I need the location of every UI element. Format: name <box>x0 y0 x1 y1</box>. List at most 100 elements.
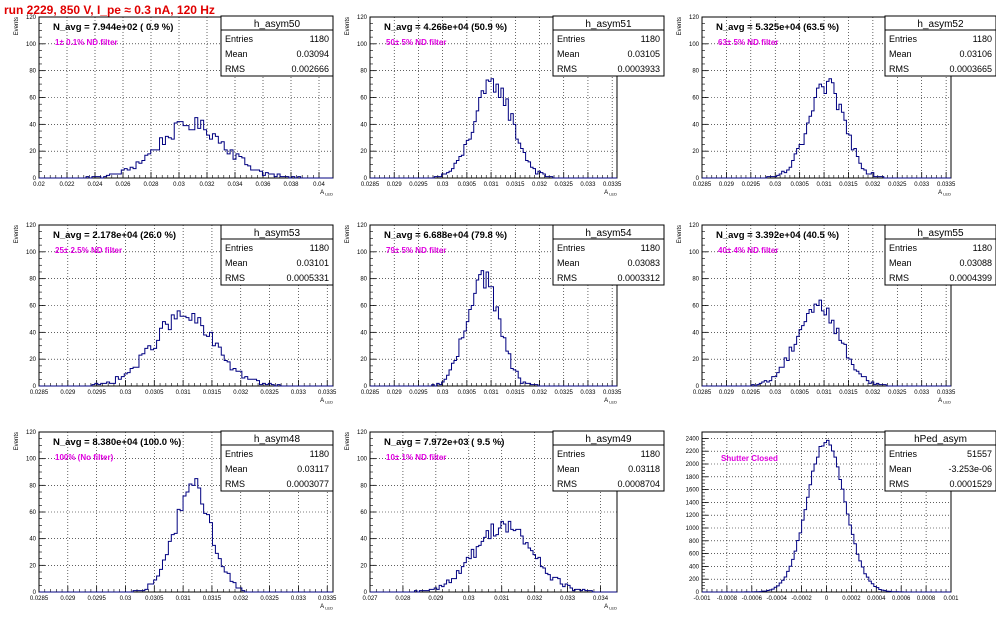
stat-label-mean: Mean <box>889 464 912 474</box>
y-tick-label: 400 <box>689 564 700 570</box>
stat-value-rms: 0.0003077 <box>286 479 329 489</box>
x-tick-label: 0.03 <box>437 390 449 396</box>
y-tick-label: 0 <box>364 176 368 182</box>
stat-box-name: hPed_asym <box>914 434 967 445</box>
histogram-line <box>702 439 951 593</box>
x-tick-label: 0.0325 <box>555 390 574 396</box>
x-tick-label: 0.0285 <box>693 390 712 396</box>
y-tick-label: 0 <box>33 176 37 182</box>
y-tick-label: 120 <box>357 15 368 21</box>
y-tick-label: 20 <box>29 563 36 569</box>
x-tick-label: 0.032 <box>865 182 881 188</box>
stat-value-rms: 0.0001529 <box>949 479 992 489</box>
y-tick-label: 40 <box>360 330 367 336</box>
y-tick-label: 40 <box>692 330 699 336</box>
x-tick-label: -0.0002 <box>791 596 812 602</box>
x-tick-label: 0.029 <box>387 390 403 396</box>
x-tick-label: 0.028 <box>395 596 411 602</box>
x-tick-label: 0.0285 <box>30 596 49 602</box>
x-axis-title: A LED <box>320 190 333 197</box>
histogram-panel-h_asym52: 0.0285 0.029 0.0295 0.03 0.0305 0.031 0.0315 0.… <box>677 15 996 197</box>
x-axis-title: A LED <box>604 398 617 405</box>
stat-value-entries: 1180 <box>973 243 992 253</box>
x-tick-label: 0.0002 <box>842 596 861 602</box>
stat-value-mean: 0.03083 <box>627 258 660 268</box>
x-tick-label: 0.029 <box>719 390 735 396</box>
stat-value-mean: 0.03117 <box>297 464 329 474</box>
x-tick-label: 0.0295 <box>742 390 761 396</box>
x-tick-label: 0.033 <box>580 182 596 188</box>
histogram-title: N_avg = 7.972e+03 ( 9.5 %) <box>384 437 504 448</box>
x-tick-label: 0.031 <box>817 182 833 188</box>
histogram-panel-hPed_asym: -0.001 -0.0008 -0.0006 -0.0004 -0.0002 0 0.000… <box>686 430 996 602</box>
y-tick-label: 800 <box>689 539 700 545</box>
stat-value-rms: 0.0004399 <box>949 273 992 283</box>
y-tick-label: 60 <box>692 304 699 310</box>
stat-label-rms: RMS <box>889 64 909 74</box>
histogram-title: N_avg = 7.944e+02 ( 0.9 %) <box>53 22 173 33</box>
x-tick-label: 0.032 <box>233 390 249 396</box>
stat-label-entries: Entries <box>225 449 254 459</box>
filter-annotation: Shutter Closed <box>721 454 778 463</box>
x-tick-label: 0.032 <box>532 182 548 188</box>
y-tick-label: 120 <box>689 223 700 229</box>
y-tick-label: 0 <box>696 590 700 596</box>
stat-box-name: h_asym54 <box>585 228 632 239</box>
y-tick-label: 80 <box>692 277 699 283</box>
stat-label-entries: Entries <box>225 34 254 44</box>
x-tick-label: 0.032 <box>199 182 215 188</box>
x-tick-label: 0.036 <box>255 182 271 188</box>
y-tick-label: 100 <box>357 42 368 48</box>
x-tick-label: 0.0285 <box>361 390 380 396</box>
y-tick-label: 60 <box>29 304 36 310</box>
x-tick-label: 0.0325 <box>888 390 907 396</box>
filter-annotation: 1± 0.1% ND filter <box>55 38 118 47</box>
histogram-title: N_avg = 3.392e+04 (40.5 %) <box>716 230 839 241</box>
y-axis-title: Events <box>677 225 683 243</box>
stat-value-entries: 1180 <box>641 243 660 253</box>
x-tick-label: 0.033 <box>291 390 307 396</box>
stat-label-entries: Entries <box>889 449 918 459</box>
x-tick-label: 0.0295 <box>742 182 761 188</box>
y-tick-label: 80 <box>29 483 36 489</box>
y-tick-label: 80 <box>692 69 699 75</box>
histogram-title: N_avg = 2.178e+04 (26.0 %) <box>53 230 176 241</box>
stat-box <box>884 15 996 77</box>
stat-value-rms: 0.0003312 <box>617 273 660 283</box>
stat-value-rms: 0.0003665 <box>949 64 992 74</box>
x-axis-title: A LED <box>938 398 951 405</box>
x-tick-label: 0.031 <box>176 390 192 396</box>
stat-label-mean: Mean <box>557 464 580 474</box>
y-axis-title: Events <box>345 17 351 35</box>
x-tick-label: 0.031 <box>176 596 192 602</box>
stat-box <box>220 15 334 77</box>
stat-box-name: h_asym50 <box>254 19 301 30</box>
stat-box-name: h_asym49 <box>585 434 632 445</box>
y-tick-label: 0 <box>696 384 700 390</box>
histogram-line <box>370 78 617 179</box>
x-tick-label: 0.024 <box>87 182 103 188</box>
y-tick-label: 60 <box>29 510 36 516</box>
x-tick-label: 0.0004 <box>867 596 886 602</box>
x-tick-label: 0.03 <box>120 596 132 602</box>
x-tick-label: 0.04 <box>313 182 325 188</box>
stat-label-mean: Mean <box>225 258 248 268</box>
y-tick-label: 40 <box>29 122 36 128</box>
y-tick-label: 20 <box>692 149 699 155</box>
histogram-line <box>370 270 617 387</box>
x-tick-label: 0.029 <box>428 596 444 602</box>
x-tick-label: 0.0305 <box>790 182 809 188</box>
stat-label-mean: Mean <box>557 49 580 59</box>
y-tick-label: 2200 <box>686 449 700 455</box>
x-tick-label: 0.031 <box>817 390 833 396</box>
x-tick-label: 0.032 <box>233 596 249 602</box>
x-axis-title: A LED <box>320 604 333 611</box>
y-tick-label: 80 <box>360 69 367 75</box>
x-tick-label: 0.038 <box>283 182 299 188</box>
y-tick-label: 1000 <box>686 526 700 532</box>
x-tick-label: 0.029 <box>387 182 403 188</box>
y-tick-label: 1200 <box>686 513 700 519</box>
stat-box <box>884 430 996 492</box>
y-tick-label: 100 <box>689 250 700 256</box>
